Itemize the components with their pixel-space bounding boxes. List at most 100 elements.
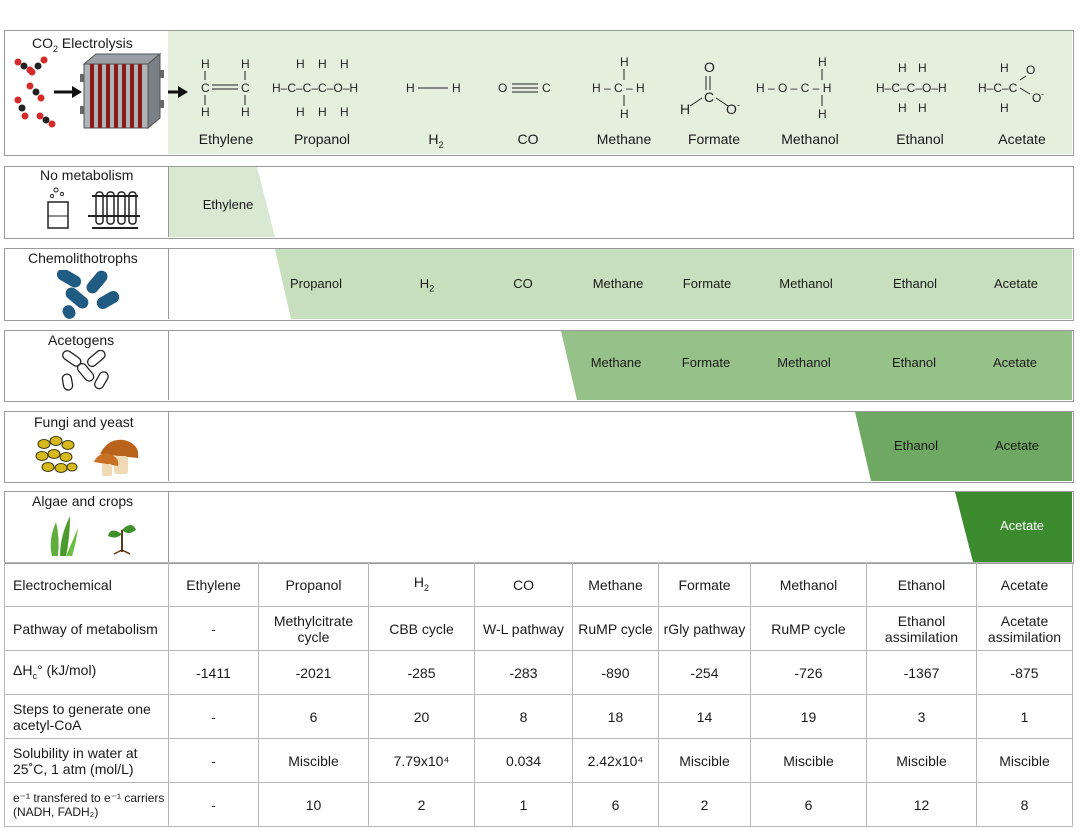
row-divider bbox=[168, 412, 169, 481]
row-header: ΔHc° (kJ/mol) bbox=[4, 650, 169, 695]
row-header: Solubility in water at 25˚C, 1 atm (mol/… bbox=[4, 738, 169, 783]
lab-glassware-icon bbox=[47, 187, 140, 229]
table-row: Steps to generate one acetyl-CoA - 6 20 … bbox=[4, 694, 1073, 739]
table-header-cell: CO bbox=[474, 562, 573, 607]
table-cell: 6 bbox=[750, 782, 867, 827]
svg-text:H: H bbox=[296, 105, 305, 119]
table-cell: - bbox=[168, 606, 259, 651]
band-label-acetate: Acetate bbox=[999, 518, 1045, 533]
row-title-no-metabolism: No metabolism bbox=[40, 167, 134, 183]
co-structure: O C bbox=[498, 81, 551, 95]
table-cell: W-L pathway bbox=[474, 606, 573, 651]
product-label-ethanol: Ethanol bbox=[896, 131, 944, 147]
row-title-chemolithotrophs: Chemolithotrophs bbox=[28, 250, 138, 266]
svg-text:H: H bbox=[452, 81, 461, 95]
row-title-fungi-yeast: Fungi and yeast bbox=[34, 414, 134, 430]
band-label-h2: H2 bbox=[419, 276, 435, 294]
svg-text:C: C bbox=[542, 81, 551, 95]
table-cell: -1411 bbox=[168, 650, 259, 695]
svg-text:H – O – C – H: H – O – C – H bbox=[756, 81, 831, 95]
band-label-co: CO bbox=[513, 276, 533, 291]
table-cell: - bbox=[168, 782, 259, 827]
table-row: ΔHc° (kJ/mol) -1411 -2021 -285 -283 -890… bbox=[4, 650, 1073, 695]
band-label-propanol: Propanol bbox=[289, 276, 343, 291]
band-no-metabolism bbox=[169, 167, 275, 237]
svg-text:H–C–C–C–O–H: H–C–C–C–O–H bbox=[272, 81, 358, 95]
svg-text:C: C bbox=[704, 89, 714, 105]
table-header-cell: Methane bbox=[572, 562, 659, 607]
svg-text:H–C–C–O–H: H–C–C–O–H bbox=[876, 81, 947, 95]
product-label-acetate: Acetate bbox=[998, 131, 1046, 147]
svg-text:H–C–C: H–C–C bbox=[978, 81, 1018, 95]
table-cell: RuMP cycle bbox=[750, 606, 867, 651]
table-header-cell: H2 bbox=[368, 562, 475, 607]
product-label-methane: Methane bbox=[596, 131, 652, 147]
svg-text:O: O bbox=[1026, 63, 1035, 77]
table-cell: - bbox=[168, 694, 259, 739]
product-label-ethylene: Ethylene bbox=[198, 131, 254, 147]
svg-text:H: H bbox=[918, 101, 927, 115]
band-fungi-yeast bbox=[855, 412, 1072, 481]
table-row: Pathway of metabolism - Methylcitrate cy… bbox=[4, 606, 1073, 651]
table-cell: Ethanol assimilation bbox=[866, 606, 977, 651]
svg-text:O: O bbox=[726, 101, 737, 117]
table-cell: CBB cycle bbox=[368, 606, 475, 651]
table-cell: 12 bbox=[866, 782, 977, 827]
table-cell: Miscible bbox=[976, 738, 1073, 783]
row-divider bbox=[168, 331, 169, 400]
yeast-mushroom-icon bbox=[35, 436, 139, 476]
table-cell: 2 bbox=[368, 782, 475, 827]
svg-text:H: H bbox=[406, 81, 415, 95]
table-header-cell: Formate bbox=[658, 562, 751, 607]
table-cell: rGly pathway bbox=[658, 606, 751, 651]
svg-text:H: H bbox=[241, 57, 250, 71]
table-cell: 6 bbox=[572, 782, 659, 827]
table-cell: 8 bbox=[474, 694, 573, 739]
band-label-formate: Formate bbox=[681, 355, 731, 370]
svg-text:O: O bbox=[1032, 91, 1041, 105]
svg-text:O: O bbox=[498, 81, 507, 95]
table-cell: Acetate assimilation bbox=[976, 606, 1073, 651]
svg-text:H: H bbox=[918, 61, 927, 75]
rod-bacteria-icon bbox=[61, 350, 109, 391]
table-cell: 0.034 bbox=[474, 738, 573, 783]
product-label-methanol: Methanol bbox=[781, 131, 839, 147]
table-cell: 2 bbox=[658, 782, 751, 827]
band-label-ethanol: Ethanol bbox=[891, 355, 937, 370]
table-cell: 14 bbox=[658, 694, 751, 739]
svg-text:H: H bbox=[818, 55, 827, 69]
band-label-methanol: Methanol bbox=[779, 276, 833, 291]
band-label-methane: Methane bbox=[592, 276, 644, 291]
row-header: Steps to generate one acetyl-CoA bbox=[4, 694, 169, 739]
table-cell: Methylcitrate cycle bbox=[258, 606, 369, 651]
svg-text:H: H bbox=[201, 105, 210, 119]
svg-text:H: H bbox=[296, 57, 305, 71]
table-cell: RuMP cycle bbox=[572, 606, 659, 651]
row-algae-crops bbox=[4, 491, 1074, 564]
table-cell: -1367 bbox=[866, 650, 977, 695]
row-header: e⁻¹ transfered to e⁻¹ carriers (NADH, FA… bbox=[4, 782, 169, 827]
svg-text:C: C bbox=[241, 81, 250, 95]
band-label-ethylene: Ethylene bbox=[202, 197, 254, 212]
bacteria-icon bbox=[56, 270, 120, 319]
table-cell: 1 bbox=[976, 694, 1073, 739]
table-cell: 7.79x10⁴ bbox=[368, 738, 475, 783]
electrolysis-products-band bbox=[168, 31, 1072, 154]
table-header-cell: Methanol bbox=[750, 562, 867, 607]
band-label-acetate: Acetate bbox=[993, 276, 1039, 291]
svg-text:O: O bbox=[704, 59, 715, 75]
product-label-co: CO bbox=[517, 131, 539, 147]
svg-text:H – C – H: H – C – H bbox=[592, 81, 645, 95]
svg-text:H: H bbox=[898, 101, 907, 115]
row-divider bbox=[168, 249, 169, 319]
svg-text:H: H bbox=[898, 61, 907, 75]
table-cell: 20 bbox=[368, 694, 475, 739]
band-label-acetate: Acetate bbox=[994, 438, 1040, 453]
table-cell: 2.42x10⁴ bbox=[572, 738, 659, 783]
svg-text:H: H bbox=[1000, 101, 1009, 115]
